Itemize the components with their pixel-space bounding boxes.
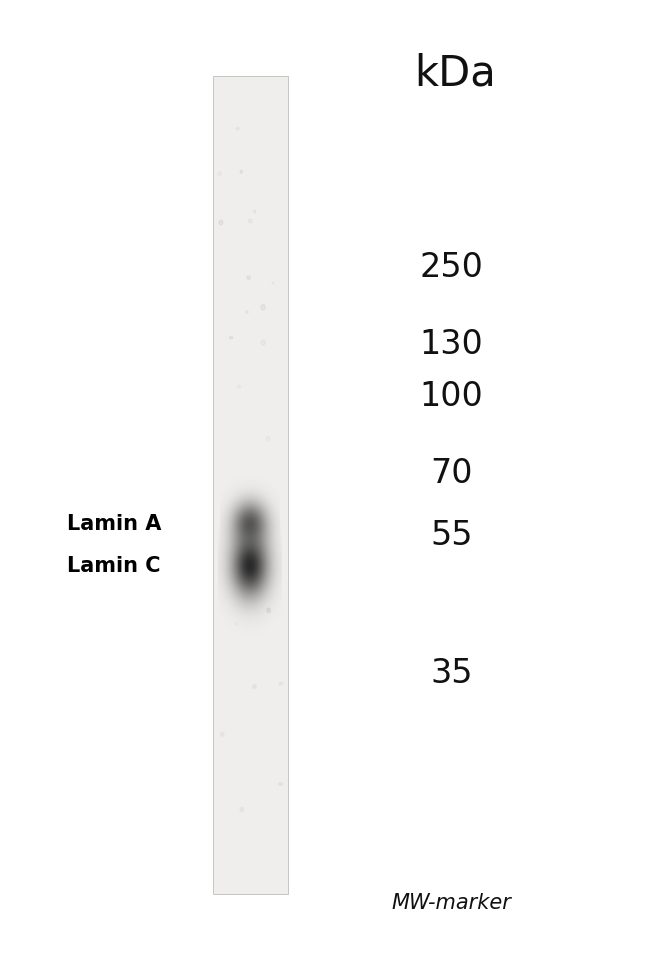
Ellipse shape bbox=[261, 340, 265, 345]
Ellipse shape bbox=[240, 170, 242, 173]
Text: 55: 55 bbox=[430, 519, 473, 552]
Ellipse shape bbox=[220, 732, 224, 736]
Bar bbox=[213, 76, 287, 894]
Ellipse shape bbox=[218, 172, 222, 176]
Text: Lamin A: Lamin A bbox=[66, 514, 161, 533]
Ellipse shape bbox=[272, 282, 274, 284]
Text: 100: 100 bbox=[420, 380, 484, 413]
Ellipse shape bbox=[246, 311, 248, 314]
Ellipse shape bbox=[279, 782, 283, 786]
Text: kDa: kDa bbox=[414, 53, 496, 95]
Text: 70: 70 bbox=[430, 457, 473, 489]
Ellipse shape bbox=[253, 684, 256, 688]
Text: Lamin C: Lamin C bbox=[67, 556, 161, 576]
Ellipse shape bbox=[254, 210, 256, 212]
Ellipse shape bbox=[267, 608, 270, 612]
Ellipse shape bbox=[261, 305, 265, 310]
Ellipse shape bbox=[279, 683, 283, 685]
Ellipse shape bbox=[236, 127, 239, 130]
Ellipse shape bbox=[229, 337, 233, 339]
Ellipse shape bbox=[247, 276, 250, 279]
Text: MW-marker: MW-marker bbox=[392, 894, 512, 913]
Ellipse shape bbox=[237, 385, 240, 388]
Text: 130: 130 bbox=[420, 328, 484, 360]
Ellipse shape bbox=[266, 608, 270, 613]
Text: 35: 35 bbox=[430, 658, 473, 690]
Ellipse shape bbox=[219, 220, 223, 225]
Ellipse shape bbox=[240, 807, 244, 812]
Ellipse shape bbox=[248, 219, 252, 223]
Text: 250: 250 bbox=[420, 251, 484, 284]
